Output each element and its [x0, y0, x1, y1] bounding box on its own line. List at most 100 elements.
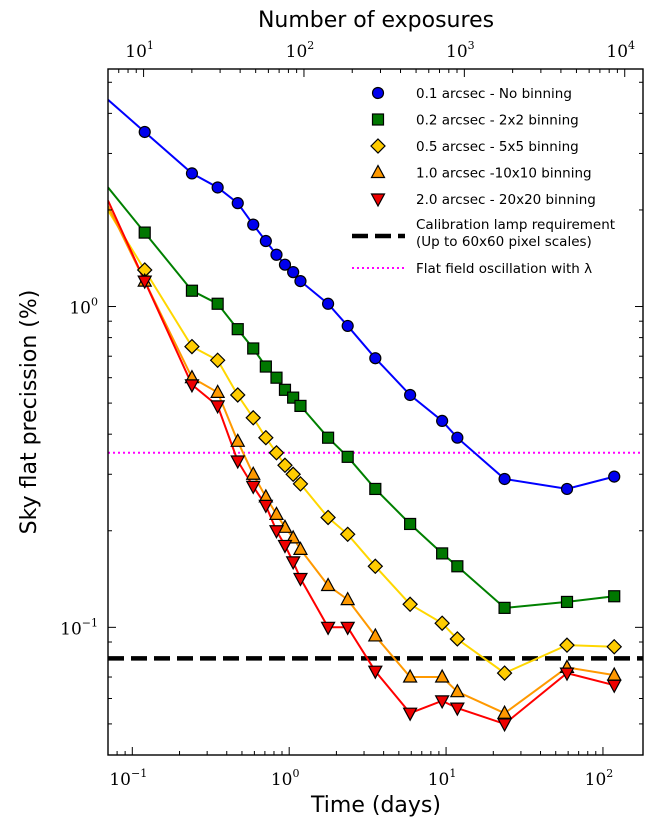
data-point-s2-13 [402, 596, 418, 613]
x2-tick-label-0: 101 [125, 39, 154, 62]
data-point-s1-10 [321, 431, 335, 444]
data-point-s1-3 [231, 323, 244, 336]
data-point-s1-15 [451, 560, 464, 573]
data-point-s2-12 [367, 558, 384, 575]
x2-tick-label-0-exp: 1 [147, 39, 154, 52]
data-point-s0-10 [321, 297, 335, 310]
data-point-s1-7 [278, 383, 292, 396]
data-point-s0-16 [498, 472, 511, 486]
data-point-s0-8 [287, 266, 300, 279]
y-tick-label-1-base: 10 [69, 299, 91, 319]
y-tick-label-1-exp: 0 [91, 296, 98, 309]
data-point-s4-18 [606, 679, 622, 694]
data-point-s2-3 [229, 387, 246, 403]
data-point-s4-3 [230, 455, 246, 470]
series-line-1 [108, 186, 615, 609]
legend-marker-2 [370, 138, 386, 154]
data-point-s2-1 [184, 338, 200, 355]
data-point-s2-11 [339, 526, 356, 543]
x-tick-label-0-exp: −1 [131, 767, 147, 780]
data-point-s3-14 [434, 668, 450, 683]
data-point-s3-12 [367, 627, 383, 642]
plot-frame [107, 68, 644, 756]
data-point-s1-18 [608, 590, 621, 603]
data-point-s3-13 [402, 668, 418, 683]
x-tick-label-2-exp: 1 [449, 767, 456, 780]
x2-tick-label-3-exp: 4 [628, 39, 635, 52]
data-point-s1-1 [185, 284, 199, 297]
data-point-s4-12 [367, 665, 383, 680]
x2-tick-label-1: 102 [286, 39, 315, 62]
data-point-s4-0 [137, 275, 153, 290]
series-line-4 [108, 200, 615, 726]
x-tick-label-2: 101 [428, 767, 457, 790]
data-point-s0-14 [436, 414, 449, 428]
data-point-s3-2 [210, 384, 226, 398]
x-tick-label-3-base: 10 [585, 770, 607, 790]
data-point-s2-14 [434, 615, 450, 632]
data-point-s2-2 [209, 352, 226, 369]
legend-flat-field-label: Flat field oscillation with λ [416, 261, 592, 277]
x-tick-label-1: 100 [271, 767, 300, 790]
legend-marker-4 [370, 193, 386, 208]
data-point-s4-8 [285, 556, 301, 571]
data-point-s4-6 [268, 525, 284, 540]
data-point-s3-10 [320, 577, 336, 592]
data-point-s3-9 [292, 541, 308, 555]
x2-axis-title: Number of exposures [258, 8, 494, 33]
data-point-s0-13 [404, 388, 417, 402]
y-axis-title: Sky flat precission (%) [17, 290, 42, 535]
data-point-s2-17 [559, 637, 575, 653]
legend-label-4: 2.0 arcsec - 20x20 binning [416, 192, 596, 208]
data-point-s1-11 [341, 450, 354, 463]
data-point-s4-15 [449, 702, 465, 717]
data-point-s4-2 [210, 400, 226, 415]
data-point-s2-16 [496, 665, 513, 681]
x2-tick-label-3: 104 [606, 39, 635, 62]
data-point-s2-8 [285, 466, 302, 483]
legend-calibration-label-line2: (Up to 60x60 pixel scales) [416, 234, 592, 250]
data-point-s0-11 [341, 319, 354, 333]
data-point-s1-14 [436, 547, 449, 560]
data-point-s2-18 [606, 638, 623, 655]
data-point-s3-4 [245, 466, 261, 480]
data-point-s1-9 [294, 399, 307, 413]
data-point-s4-13 [402, 707, 418, 722]
x2-tick-label-2-base: 10 [446, 42, 468, 62]
data-point-s2-9 [292, 476, 309, 492]
data-point-s1-4 [247, 342, 260, 355]
data-point-s3-3 [230, 433, 246, 447]
data-point-s0-2 [211, 181, 224, 194]
data-point-s4-4 [245, 480, 261, 495]
data-point-s4-1 [184, 379, 200, 394]
x-axis-title: Time (days) [310, 793, 441, 818]
data-point-s4-11 [340, 621, 356, 636]
data-point-s3-16 [497, 704, 513, 719]
data-point-s0-12 [369, 352, 382, 365]
data-point-s2-15 [449, 631, 466, 647]
data-point-s0-5 [259, 234, 272, 248]
data-point-s2-4 [245, 409, 262, 426]
data-point-s1-16 [498, 601, 511, 614]
legend-label-0: 0.1 arcsec - No binning [416, 86, 572, 102]
x-tick-label-0: 10−1 [109, 767, 147, 790]
data-point-s1-12 [369, 482, 382, 496]
x-tick-label-3: 102 [585, 767, 614, 790]
x2-tick-label-2-exp: 3 [468, 39, 475, 52]
x-tick-label-3-exp: 2 [606, 767, 613, 780]
x-tick-label-1-exp: 0 [293, 767, 300, 780]
data-point-s1-2 [211, 297, 224, 310]
data-point-s3-11 [340, 591, 356, 606]
data-point-s0-0 [138, 125, 151, 139]
x2-tick-label-1-base: 10 [286, 42, 308, 62]
y-tick-label-0: 10−1 [60, 616, 98, 639]
data-point-s4-14 [434, 695, 450, 710]
legend-label-3: 1.0 arcsec -10x10 binning [416, 166, 592, 182]
data-point-s2-7 [277, 457, 293, 474]
legend: 0.1 arcsec - No binning 0.2 arcsec - 2x2 … [352, 86, 615, 277]
data-point-s0-17 [560, 482, 574, 496]
legend-calibration-label: Calibration lamp requirement [416, 217, 615, 233]
data-point-s3-6 [268, 506, 284, 520]
series-line-0 [108, 99, 615, 490]
